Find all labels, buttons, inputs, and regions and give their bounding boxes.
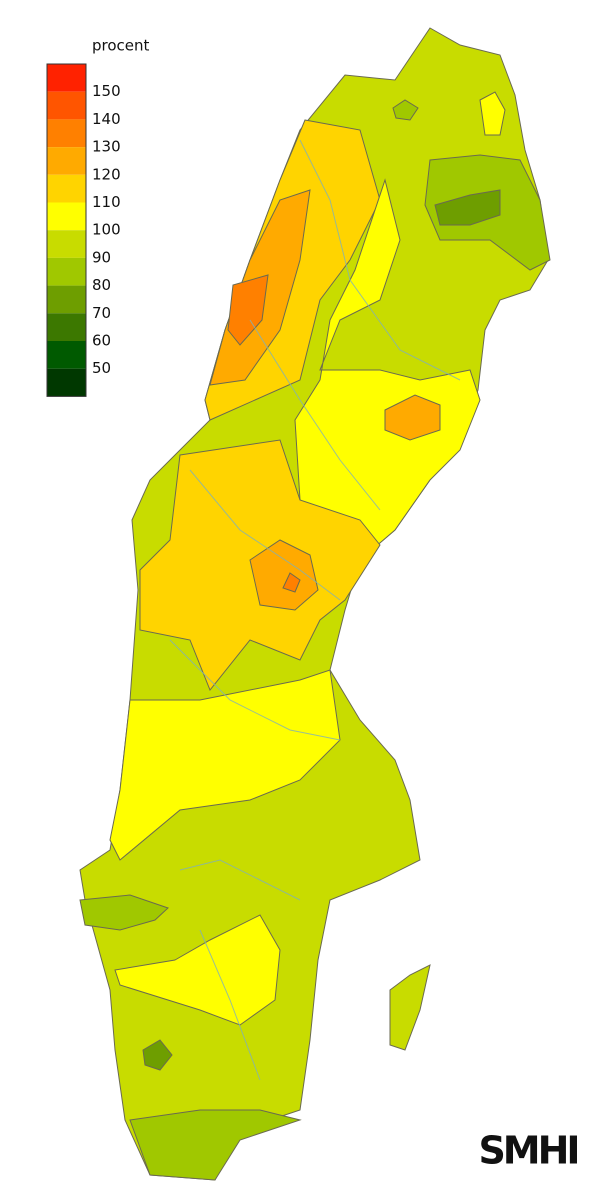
legend-swatch — [47, 64, 86, 92]
legend-swatch — [47, 174, 86, 203]
legend-label: 140 — [92, 110, 121, 128]
legend-label: 150 — [92, 82, 121, 100]
legend-label: 130 — [92, 138, 121, 156]
logo: SMHI — [478, 1129, 577, 1173]
legend-frame — [46, 63, 87, 397]
legend-label: 50 — [92, 359, 111, 377]
legend-swatch — [47, 341, 86, 369]
legend-label: 100 — [92, 221, 121, 239]
legend-label: 80 — [92, 276, 111, 294]
legend-swatch — [47, 313, 86, 341]
legend-swatch — [47, 91, 86, 120]
country — [79, 27, 551, 1181]
legend-swatch — [47, 368, 86, 397]
legend-label: 60 — [92, 332, 111, 350]
legend-label: 110 — [92, 193, 121, 211]
legend-label: 70 — [92, 304, 111, 322]
legend-label: 90 — [92, 248, 111, 266]
legend-title: procent — [92, 37, 150, 55]
legend: 150 140 130 120 110 100 90 80 70 60 50 — [46, 63, 121, 397]
legend-swatch — [47, 230, 86, 258]
legend-swatch — [47, 257, 86, 286]
legend-swatch — [47, 147, 86, 175]
legend-swatch — [47, 119, 86, 148]
legend-swatch — [47, 202, 86, 231]
legend-swatch — [47, 285, 86, 314]
legend-label: 120 — [92, 165, 121, 183]
